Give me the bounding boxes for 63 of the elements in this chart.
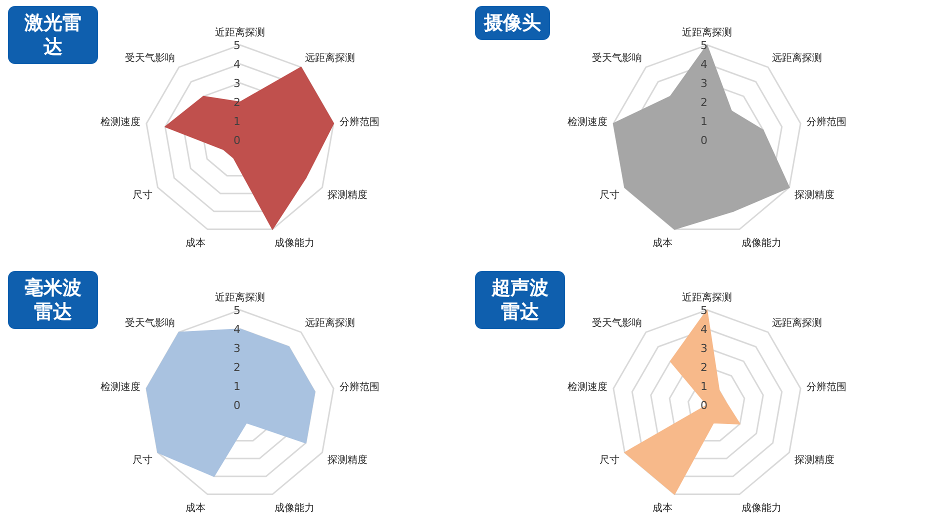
y-tick-label: 0 <box>700 134 708 147</box>
chart-title: 摄像头 <box>475 6 550 40</box>
spoke-label: 检测速度 <box>568 381 608 394</box>
y-tick-label: 3 <box>234 77 240 90</box>
spoke-label: 分辨范围 <box>806 381 846 394</box>
spoke-label: 检测速度 <box>100 116 141 128</box>
spoke-label: 成像能力 <box>742 502 782 514</box>
y-tick-label: 4 <box>700 58 708 71</box>
spoke-label: 远距离探测 <box>304 52 355 64</box>
y-tick-label: 5 <box>234 39 240 52</box>
spoke-label: 尺寸 <box>132 189 153 202</box>
spoke-label: 受天气影响 <box>592 52 642 64</box>
spoke-label: 检测速度 <box>568 116 608 128</box>
spoke-label: 近距离探测 <box>682 292 732 304</box>
y-tick-label: 2 <box>234 361 240 374</box>
spoke-label: 尺寸 <box>600 454 620 466</box>
y-tick-label: 2 <box>700 361 708 374</box>
y-tick-label: 4 <box>234 58 240 71</box>
y-tick-label: 1 <box>234 115 240 128</box>
y-tick-label: 3 <box>234 342 240 355</box>
spoke-label: 检测速度 <box>100 381 141 394</box>
spoke-label: 分辨范围 <box>339 116 380 128</box>
y-tick-label: 0 <box>234 399 240 412</box>
y-tick-label: 1 <box>700 115 708 128</box>
spoke-label: 成本 <box>185 502 206 514</box>
spoke-label: 分辨范围 <box>339 381 380 394</box>
y-tick-label: 0 <box>234 134 240 147</box>
y-tick-label: 5 <box>700 39 708 52</box>
spoke-label: 尺寸 <box>600 189 620 202</box>
y-tick-label: 4 <box>234 323 240 336</box>
y-tick-label: 5 <box>234 304 240 317</box>
spoke-label: 成像能力 <box>742 236 782 249</box>
chart-title: 超声波雷达 <box>475 271 565 329</box>
y-tick-label: 5 <box>700 304 708 317</box>
spoke-label: 远距离探测 <box>304 317 355 330</box>
spoke-label: 受天气影响 <box>125 317 176 330</box>
spoke-label: 近距离探测 <box>682 26 732 39</box>
y-tick-label: 1 <box>234 380 240 393</box>
chart-title: 激光雷达 <box>8 6 98 64</box>
spoke-label: 分辨范围 <box>806 116 846 128</box>
chart-title: 毫米波雷达 <box>8 271 98 329</box>
spoke-label: 成本 <box>652 502 672 514</box>
spoke-label: 探测精度 <box>794 454 834 466</box>
spoke-label: 探测精度 <box>794 189 834 202</box>
y-tick-label: 2 <box>700 96 708 109</box>
y-tick-label: 3 <box>700 342 708 355</box>
spoke-label: 成本 <box>185 236 206 249</box>
y-tick-label: 3 <box>700 77 708 90</box>
spoke-label: 受天气影响 <box>125 52 176 64</box>
spoke-label: 探测精度 <box>327 189 368 202</box>
spoke-label: 探测精度 <box>327 454 368 466</box>
spoke-label: 尺寸 <box>132 454 153 466</box>
spoke-label: 近距离探测 <box>215 26 265 39</box>
spoke-label: 远距离探测 <box>772 52 822 64</box>
y-tick-label: 4 <box>700 323 708 336</box>
y-tick-label: 1 <box>700 380 708 393</box>
spoke-label: 远距离探测 <box>772 317 822 330</box>
spoke-label: 受天气影响 <box>592 317 642 330</box>
spoke-label: 成像能力 <box>274 502 315 514</box>
spoke-label: 成本 <box>652 236 672 249</box>
spoke-label: 成像能力 <box>274 236 315 249</box>
spoke-label: 近距离探测 <box>215 292 265 304</box>
y-tick-label: 0 <box>700 399 708 412</box>
